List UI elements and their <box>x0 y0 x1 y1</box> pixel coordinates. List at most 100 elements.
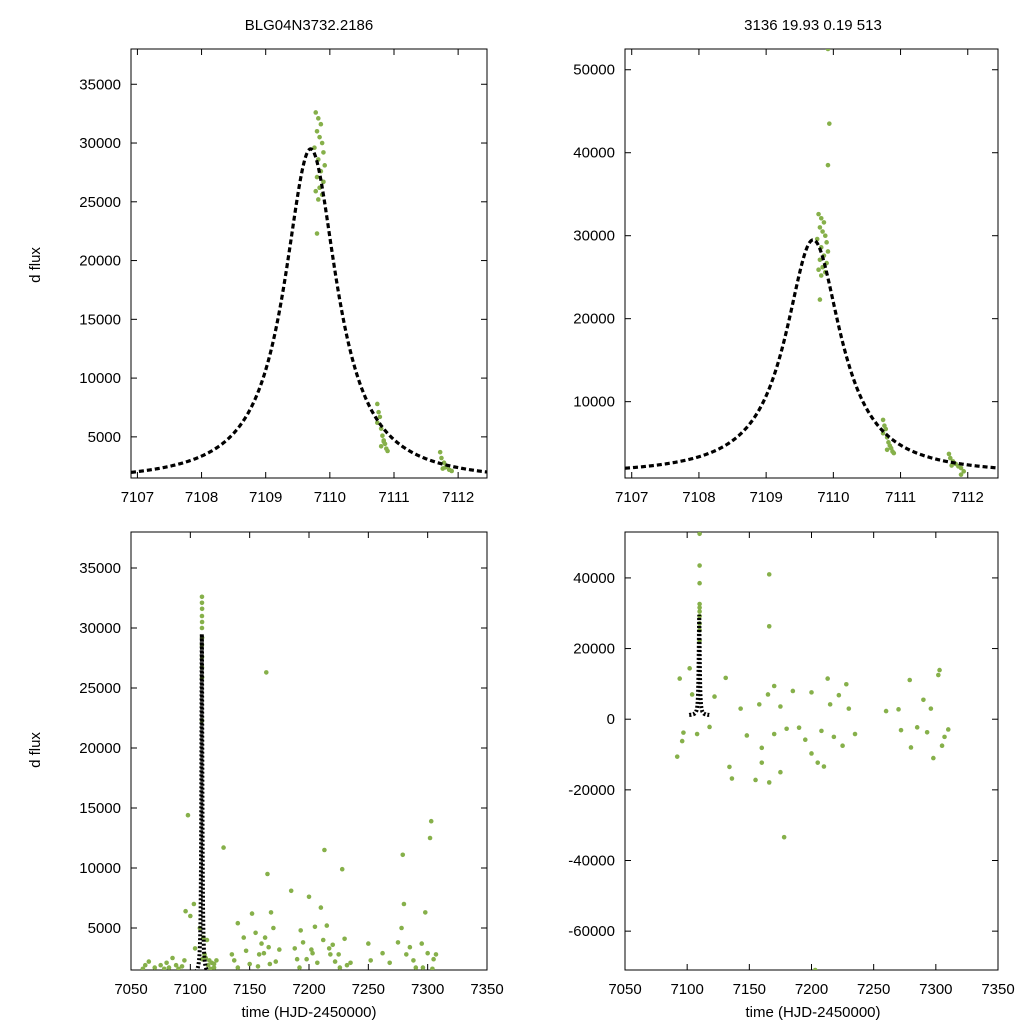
model-curve <box>688 614 710 717</box>
data-point <box>179 964 185 969</box>
data-point <box>796 725 802 730</box>
x-tick-label: 7108 <box>185 489 218 506</box>
data-point <box>395 940 401 945</box>
data-point <box>314 128 320 134</box>
data-point <box>825 49 831 52</box>
data-point <box>689 692 695 697</box>
data-point <box>802 737 808 742</box>
data-point <box>191 901 197 907</box>
data-point <box>947 455 953 461</box>
data-point <box>176 966 181 970</box>
data-point <box>380 433 385 438</box>
data-point <box>729 776 735 781</box>
x-tick-label: 7109 <box>249 489 282 506</box>
x-tick-label: 7112 <box>442 489 474 506</box>
data-point <box>322 163 328 168</box>
x-tick-label: 7250 <box>857 981 890 998</box>
y-tick-label: 25000 <box>79 194 121 211</box>
data-point <box>756 702 762 707</box>
data-point <box>170 955 175 961</box>
model-curve <box>131 147 487 474</box>
left-panel-title: BLG04N3732.2186 <box>245 17 373 34</box>
data-point <box>949 463 954 468</box>
data-point <box>304 956 309 962</box>
data-point <box>407 944 413 950</box>
data-point <box>380 950 385 956</box>
data-point <box>256 952 262 957</box>
x-tick-label: 7111 <box>378 489 409 506</box>
data-point <box>229 952 235 957</box>
data-point <box>437 449 443 455</box>
y-tick-label: 40000 <box>573 145 615 162</box>
panel-top-right: 7107 7108 7109 7110 7111 7112 10000 20000 30000 4… <box>573 48 999 506</box>
data-point <box>324 923 330 928</box>
data-point <box>319 140 325 146</box>
panel-top-left: 7107 7108 7109 7110 7111 7112 5000 10000 15000 20… <box>79 48 488 506</box>
data-point <box>427 835 433 841</box>
data-point <box>820 229 825 234</box>
data-point <box>231 958 237 963</box>
data-point <box>681 730 686 735</box>
data-point <box>243 948 249 954</box>
data-point <box>199 606 205 612</box>
y-tick-label: 5000 <box>88 920 121 937</box>
data-point <box>778 704 783 709</box>
data-point <box>924 729 930 735</box>
data-point <box>765 692 771 697</box>
right-panel-title: 3136 19.93 0.19 513 <box>744 17 882 34</box>
y-tick-label: -20000 <box>568 782 615 799</box>
data-point <box>336 952 341 957</box>
data-point <box>183 908 188 914</box>
data-point <box>263 670 269 675</box>
data-point <box>318 905 324 910</box>
data-point <box>381 439 387 444</box>
data-point <box>411 958 416 963</box>
data-point <box>836 692 842 698</box>
data-point <box>961 469 967 474</box>
data-point <box>317 134 322 140</box>
data-point <box>880 417 886 423</box>
data-point <box>697 532 702 537</box>
bottom-y-axis-label: d flux <box>27 732 44 768</box>
data-point <box>306 894 312 900</box>
data-point <box>368 958 374 963</box>
data-point <box>914 725 920 730</box>
data-point <box>817 257 823 263</box>
data-point <box>784 726 789 732</box>
data-point <box>958 465 964 471</box>
y-tick-label: 20000 <box>573 311 615 328</box>
data-point <box>192 946 198 951</box>
data-point <box>164 960 169 966</box>
data-point <box>320 937 326 943</box>
data-point <box>377 414 383 420</box>
data-point <box>840 743 845 749</box>
y-tick-label: 20000 <box>573 641 615 658</box>
x-tick-label: 7200 <box>795 981 828 998</box>
data-point <box>298 928 303 933</box>
data-point <box>697 609 702 614</box>
data-point <box>387 960 392 966</box>
data-point <box>259 941 264 946</box>
data-point <box>945 727 951 732</box>
data-point <box>825 162 831 168</box>
data-point <box>330 942 336 948</box>
x-tick-label: 7300 <box>919 981 952 998</box>
x-tick-label: 7112 <box>952 489 984 506</box>
y-tick-label: 30000 <box>573 228 615 245</box>
y-tick-label: 35000 <box>79 560 121 577</box>
data-point <box>439 455 444 461</box>
data-point <box>759 745 765 751</box>
plot-frame <box>130 531 488 971</box>
data-point <box>958 472 964 477</box>
data-point <box>759 760 765 765</box>
data-point <box>827 121 832 126</box>
x-tick-label: 7150 <box>233 981 266 998</box>
data-point <box>199 619 205 625</box>
y-tick-label: -40000 <box>568 853 615 870</box>
plot-area <box>131 110 487 474</box>
x-tick-label: 7150 <box>733 981 766 998</box>
data-point <box>428 818 434 824</box>
data-point <box>928 706 934 711</box>
x-tick-label: 7107 <box>121 489 154 506</box>
data-point <box>723 675 729 681</box>
